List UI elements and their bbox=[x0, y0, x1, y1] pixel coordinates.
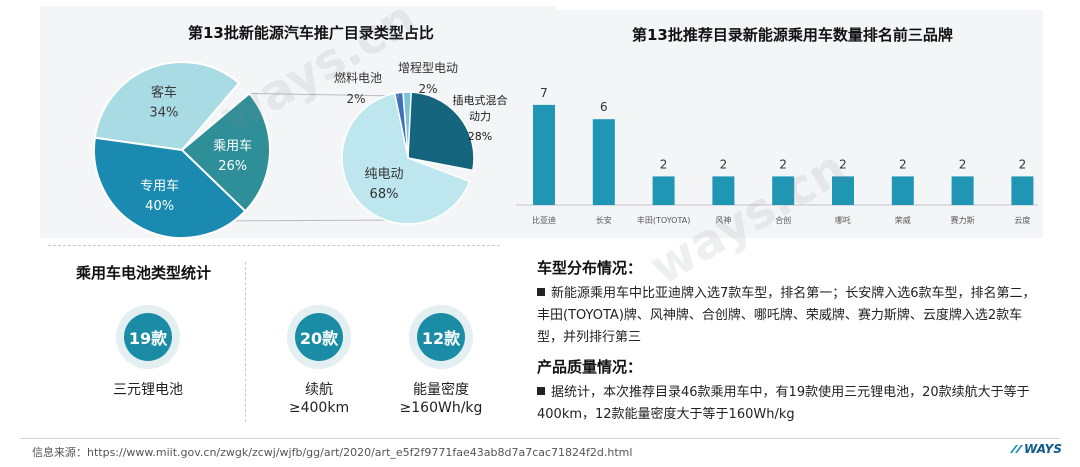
bar-value-label: 2 bbox=[899, 157, 907, 171]
bar-category-label: 风神 bbox=[715, 215, 731, 225]
bar bbox=[1011, 176, 1034, 205]
stat-circle-ternary: 19款 bbox=[116, 305, 180, 369]
quality-text: 据统计，本次推荐目录46款乘用车中，有19款使用三元锂电池，20款续航大于等于4… bbox=[537, 385, 1030, 422]
bar-category-label: 哪吒 bbox=[835, 216, 851, 225]
bar-category-label: 赛力斯 bbox=[951, 215, 975, 225]
stat-circle-range: 20款 bbox=[287, 305, 351, 369]
model-distribution-title: 车型分布情况： bbox=[537, 259, 643, 277]
bar bbox=[951, 176, 974, 205]
bar-value-label: 2 bbox=[1019, 157, 1027, 171]
bar-value-label: 2 bbox=[720, 157, 728, 171]
sub-pie-label: 插电式混合 bbox=[453, 93, 508, 107]
sub-pie-slice bbox=[407, 91, 475, 172]
pie-slice-label: 乘用车 bbox=[213, 138, 252, 154]
bar-value-label: 2 bbox=[779, 157, 787, 171]
sub-pie-slice bbox=[341, 91, 471, 225]
bar bbox=[772, 176, 795, 205]
pie-slice-label: 客车 bbox=[151, 84, 177, 100]
pie-slice-value: 26% bbox=[218, 159, 247, 174]
quality-title: 产品质量情况： bbox=[537, 358, 643, 376]
stat-value-range: 20款 bbox=[295, 313, 343, 361]
bar bbox=[832, 176, 854, 205]
vertical-divider bbox=[245, 262, 246, 422]
sub-pie-value: 2% bbox=[418, 82, 437, 96]
bar-category-label: 荣威 bbox=[895, 215, 911, 225]
stat-circle-density: 12款 bbox=[409, 305, 473, 369]
bar-category-label: 合创 bbox=[775, 215, 791, 225]
pie-connector-line bbox=[234, 219, 399, 222]
stat-label-density: 能量密度 ≥160Wh/kg bbox=[399, 382, 483, 416]
bar bbox=[891, 176, 914, 205]
stat-value-ternary: 19款 bbox=[124, 313, 172, 361]
bar bbox=[592, 119, 615, 205]
pie-chart-title: 第13批新能源汽车推广目录类型占比 bbox=[188, 24, 434, 42]
stat-label-ternary: 三元锂电池 bbox=[113, 382, 183, 398]
bar-category-label: 比亚迪 bbox=[532, 215, 556, 225]
model-distribution-text: 新能源乘用车中比亚迪牌入选7款车型，排名第一；长安牌入选6款车型，排名第二，丰田… bbox=[537, 286, 1036, 345]
footer-divider bbox=[20, 438, 1060, 439]
sub-pie-label: 燃料电池 bbox=[334, 70, 382, 85]
bar-chart: 7 比亚迪 6 长安 2 丰田(TOYOTA) 2 风神 2 合创 2 哪吒 2 荣威 2 赛力斯 2 云度 bbox=[516, 86, 1038, 225]
battery-section-title: 乘用车电池类型统计 bbox=[76, 264, 212, 282]
sub-pie-label: 增程型电动 bbox=[398, 60, 458, 75]
sub-pie-label: 动力 bbox=[469, 110, 491, 123]
bullet-icon bbox=[537, 387, 545, 395]
pie-slice bbox=[93, 136, 247, 239]
section-divider bbox=[48, 245, 500, 246]
bar-category-label: 长安 bbox=[596, 215, 612, 225]
pie-slice-value: 40% bbox=[145, 199, 174, 214]
pie-slice-value: 34% bbox=[149, 105, 178, 120]
bar bbox=[652, 176, 675, 205]
bar bbox=[712, 176, 735, 205]
bullet-icon bbox=[537, 288, 545, 296]
bar-value-label: 6 bbox=[600, 100, 608, 114]
bar-category-label: 丰田(TOYOTA) bbox=[637, 215, 690, 225]
ways-logo: WAYS bbox=[1008, 442, 1062, 456]
pie-slice bbox=[93, 61, 241, 152]
bar-value-label: 7 bbox=[540, 86, 548, 100]
bar-value-label: 2 bbox=[959, 157, 967, 171]
stat-label-range: 续航 ≥400km bbox=[288, 382, 350, 416]
pie-connector-line bbox=[249, 92, 401, 97]
sub-pie-label: 纯电动 bbox=[364, 167, 403, 182]
bar-value-label: 2 bbox=[839, 157, 847, 171]
sub-pie-value: 28% bbox=[468, 130, 492, 143]
bar-category-label: 云度 bbox=[1014, 215, 1030, 225]
sub-pie-value: 2% bbox=[346, 92, 365, 106]
sub-pie-value: 68% bbox=[370, 187, 399, 202]
sub-pie-slice bbox=[393, 91, 409, 159]
ways-logo-icon bbox=[1009, 445, 1023, 453]
bar bbox=[533, 104, 555, 205]
bar-value-label: 2 bbox=[660, 157, 668, 171]
source-link[interactable]: 信息来源：https://www.miit.gov.cn/zwgk/zcwj/w… bbox=[32, 446, 633, 459]
stat-value-density: 12款 bbox=[417, 313, 465, 361]
pie-slice-label: 专用车 bbox=[140, 178, 179, 194]
bar-chart-title: 第13批推荐目录新能源乘用车数量排名前三品牌 bbox=[632, 26, 953, 44]
